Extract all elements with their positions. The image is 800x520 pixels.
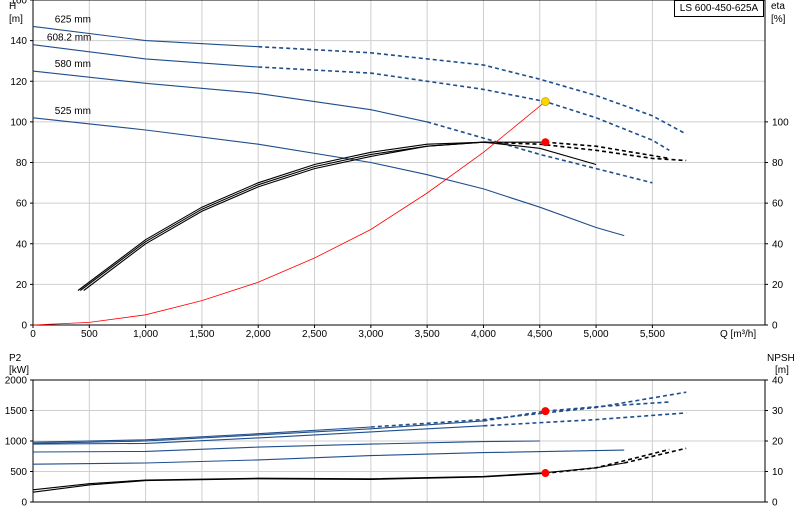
y-tick-label: 40: [16, 239, 28, 250]
x-tick-label: 4,500: [527, 329, 552, 340]
efficiency-line: [77, 141, 597, 291]
y-tick-label: 100: [10, 117, 27, 128]
y-axis-unit: [kW]: [9, 365, 29, 376]
x-tick-label: 3,000: [358, 329, 383, 340]
npsh-dashed-line: [545, 448, 670, 475]
y2-tick-label: 60: [772, 199, 784, 210]
y2-tick-label: 40: [772, 376, 784, 387]
y-axis-label: H: [9, 1, 16, 12]
power-line: [32, 425, 484, 445]
npsh-dashed-line: [624, 447, 687, 464]
power-dashed-line: [370, 391, 687, 428]
power-line: [32, 426, 371, 443]
y-tick-label: 60: [16, 199, 28, 210]
efficiency-dashed-line: [545, 141, 670, 160]
head-line: [32, 25, 259, 48]
operating-point-marker: [541, 138, 550, 147]
x-tick-label: 2,000: [246, 329, 271, 340]
y2-tick-label: 0: [772, 321, 778, 332]
y2-tick-label: 10: [772, 467, 784, 478]
x-tick-label: 4,000: [471, 329, 496, 340]
efficiency-line: [79, 141, 484, 291]
y-tick-label: 120: [10, 77, 27, 88]
y2-tick-label: 20: [772, 437, 784, 448]
x-tick-label: 1,000: [133, 329, 158, 340]
operating-point-marker: [541, 97, 550, 106]
x-tick-label: 3,500: [415, 329, 440, 340]
head-dashed-line: [258, 66, 670, 151]
y2-axis-unit: [%]: [771, 14, 786, 25]
npsh-line: [32, 472, 546, 493]
y-tick-label: 160: [10, 0, 27, 7]
power-dashed-line: [483, 401, 670, 422]
y-tick-label: 0: [21, 321, 27, 332]
curve-label: 608.2 mm: [47, 33, 91, 44]
y2-axis-label: NPSH: [767, 353, 795, 364]
head-line: [32, 44, 259, 68]
x-axis-label: Q [m³/h]: [720, 329, 756, 340]
y2-tick-label: 0: [772, 498, 778, 509]
system-curve-line: [32, 101, 546, 326]
y2-tick-label: 20: [772, 280, 784, 291]
y-tick-label: 2000: [5, 376, 28, 387]
x-tick-label: 0: [30, 329, 36, 340]
power-line: [32, 449, 625, 465]
power-dashed-line: [483, 412, 687, 427]
y-axis-label: P2: [9, 353, 22, 364]
y-tick-label: 20: [16, 280, 28, 291]
npsh-line: [32, 462, 625, 491]
y-axis-unit: [m]: [9, 14, 23, 25]
y2-tick-label: 100: [772, 117, 789, 128]
power-line: [32, 420, 484, 444]
y2-tick-label: 80: [772, 158, 784, 169]
y2-axis-unit: [m]: [775, 365, 789, 376]
y-tick-label: 140: [10, 36, 27, 47]
y2-tick-label: 40: [772, 239, 784, 250]
y-tick-label: 500: [10, 467, 27, 478]
y-tick-label: 1000: [5, 437, 28, 448]
head-line: [32, 117, 625, 237]
efficiency-dashed-line: [483, 141, 687, 162]
x-tick-label: 2,500: [302, 329, 327, 340]
head-dashed-line: [258, 45, 687, 135]
x-tick-label: 5,000: [584, 329, 609, 340]
power-line: [32, 440, 540, 453]
x-tick-label: 1,500: [189, 329, 214, 340]
y-tick-label: 1500: [5, 406, 28, 417]
x-tick-label: 500: [81, 329, 98, 340]
operating-point-marker: [541, 407, 550, 416]
curve-label: 525 mm: [55, 106, 91, 117]
curve-label: 580 mm: [55, 59, 91, 70]
y-tick-label: 0: [21, 498, 27, 509]
head-line: [32, 70, 428, 123]
operating-point-marker: [541, 469, 550, 478]
y-tick-label: 80: [16, 158, 28, 169]
x-tick-label: 5,500: [640, 329, 665, 340]
y2-axis-label: eta: [771, 1, 785, 12]
y2-tick-label: 30: [772, 406, 784, 417]
curve-label: 625 mm: [55, 14, 91, 25]
